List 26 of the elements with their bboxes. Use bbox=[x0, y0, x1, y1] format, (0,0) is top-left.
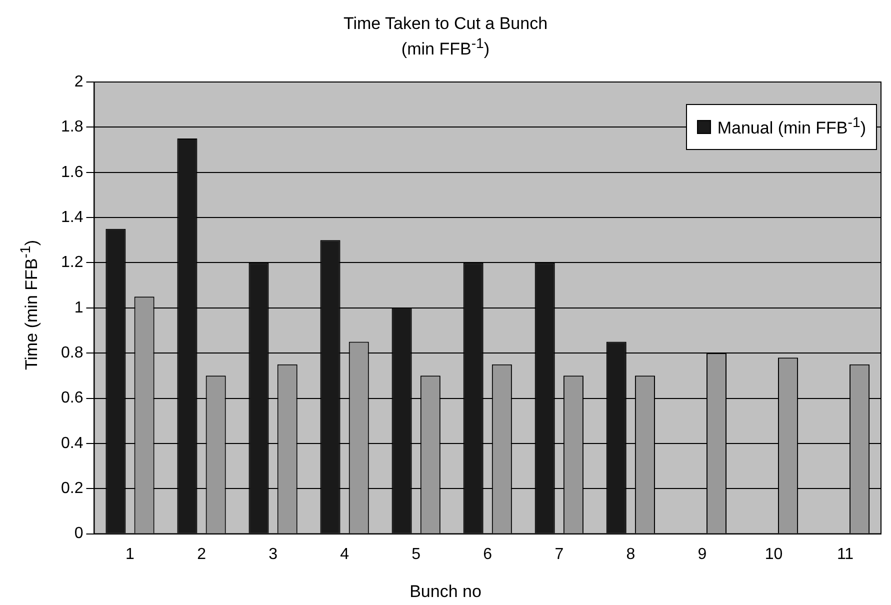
y-tick-label: 1 bbox=[74, 299, 84, 316]
x-tick-label: 4 bbox=[340, 546, 350, 563]
legend-label: Manual (min FFB$^{-1}$) bbox=[717, 115, 866, 139]
y-tick-label: 0 bbox=[74, 525, 84, 542]
y-tick-label: 0.4 bbox=[60, 434, 84, 452]
y-tick-label: 1.4 bbox=[60, 208, 84, 226]
chart-title: Time Taken to Cut a Bunch bbox=[342, 14, 549, 34]
y-tick-label: 2 bbox=[74, 73, 84, 90]
y-tick-label: 1.2 bbox=[60, 254, 84, 272]
x-tick-label: 9 bbox=[698, 546, 707, 563]
y-tick-label: 0.8 bbox=[60, 344, 84, 362]
x-tick-label: 7 bbox=[554, 546, 564, 563]
y-tick-label: 1.8 bbox=[60, 118, 84, 136]
y-tick-label: 1.6 bbox=[60, 164, 84, 181]
x-tick-label: 8 bbox=[626, 546, 636, 563]
x-tick-label: 10 bbox=[764, 546, 783, 563]
x-axis-title: Bunch no bbox=[408, 582, 482, 602]
x-tick-label: 1 bbox=[126, 546, 135, 563]
y-tick-label: 0.6 bbox=[60, 390, 84, 407]
chart-subtitle: (min FFB$^{-1}$) bbox=[400, 36, 491, 60]
x-tick-label: 11 bbox=[836, 546, 854, 563]
x-tick-label: 3 bbox=[268, 546, 278, 563]
x-tick-label: 2 bbox=[197, 546, 206, 563]
y-tick-label: 0.2 bbox=[60, 480, 84, 498]
x-tick-label: 6 bbox=[483, 546, 492, 563]
x-tick-label: 5 bbox=[412, 546, 421, 563]
